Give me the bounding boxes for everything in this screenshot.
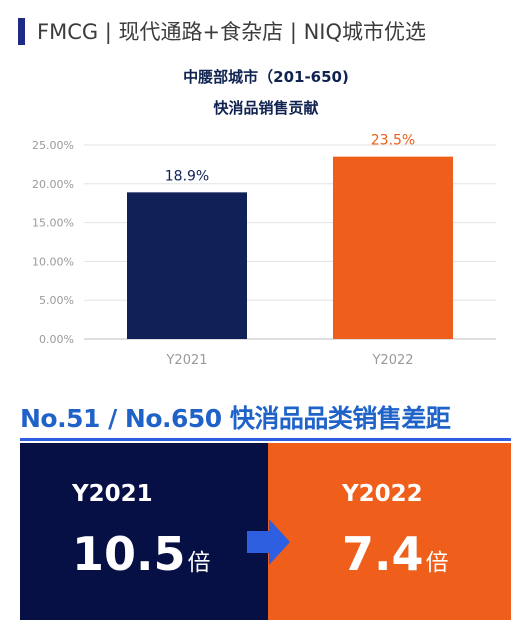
gap-year-2022: Y2022: [342, 481, 423, 507]
gap-number-2021: 10.5: [72, 527, 186, 581]
gap-unit-2021: 倍: [187, 550, 211, 576]
x-tick-label: Y2021: [165, 353, 207, 368]
y-tick-label: 0.00%: [39, 333, 74, 346]
x-tick-label: Y2022: [371, 353, 413, 368]
gap-number-2022: 7.4: [342, 527, 424, 581]
gap-value-2021: 10.5倍: [72, 527, 211, 581]
gap-box-2022: Y2022 7.4倍: [268, 443, 511, 620]
gap-title-underline: [20, 438, 511, 441]
y-tick-label: 15.00%: [32, 217, 74, 230]
chart-title: 中腰部城市（201-650): [183, 68, 349, 86]
y-tick-label: 20.00%: [32, 178, 74, 191]
gap-value-2022: 7.4倍: [342, 527, 449, 581]
gap-title: No.51 / No.650 快消品品类销售差距: [20, 404, 451, 433]
data-label-y2022: 23.5%: [371, 133, 415, 149]
gap-unit-2022: 倍: [425, 550, 449, 576]
header: FMCG | 现代通路+食杂店 | NIQ城市优选: [18, 16, 426, 46]
bar-y2021: [127, 192, 247, 339]
y-tick-label: 10.00%: [32, 255, 74, 268]
bar-chart: 0.00% 5.00% 10.00% 15.00% 20.00% 25.00% 18.9% Y…: [32, 133, 496, 368]
chart-subtitle: 快消品销售贡献: [213, 99, 319, 117]
gap-box-2021: Y2021 10.5倍: [20, 443, 268, 620]
gap-year-2021: Y2021: [72, 481, 153, 507]
header-accent-bar: [18, 17, 25, 45]
y-tick-label: 25.00%: [32, 139, 74, 152]
bar-y2022: [333, 156, 453, 339]
data-label-y2021: 18.9%: [165, 168, 209, 184]
arrow-right-icon: [247, 519, 290, 565]
header-title: FMCG | 现代通路+食杂店 | NIQ城市优选: [37, 20, 427, 44]
y-tick-label: 5.00%: [39, 294, 74, 307]
